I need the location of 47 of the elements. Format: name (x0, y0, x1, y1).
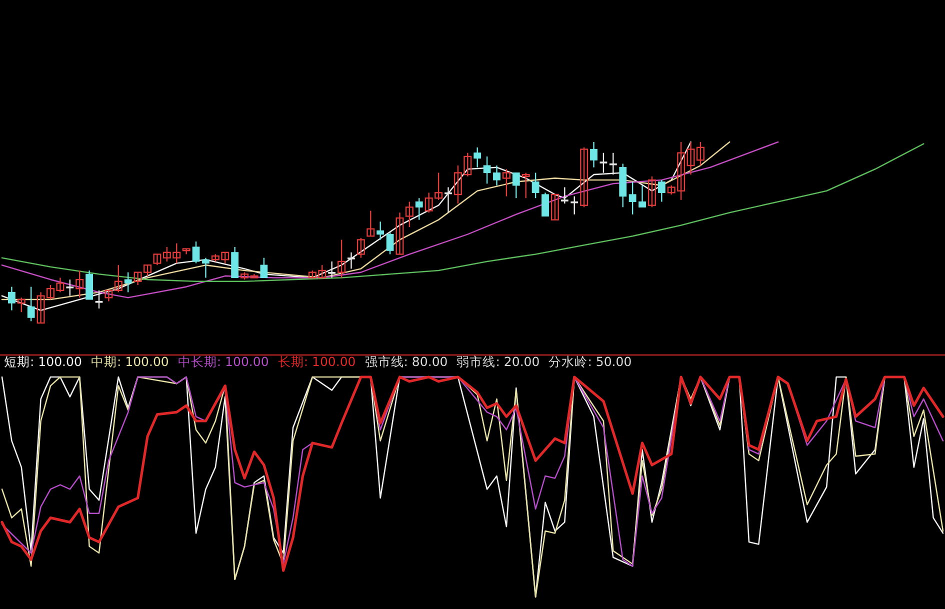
candlestick (483, 156, 491, 184)
candlestick (366, 210, 375, 237)
candlestick (348, 252, 355, 270)
candlestick (396, 212, 404, 255)
candlestick (66, 278, 74, 296)
candlestick (580, 146, 588, 208)
candlestick (376, 221, 384, 240)
candlestick (570, 196, 578, 215)
candlestick (648, 176, 656, 208)
candlestick (405, 201, 414, 228)
candlestick (522, 172, 530, 199)
candlestick (474, 146, 482, 168)
text: 强市线: 80.00 (364, 354, 448, 369)
candlestick (590, 141, 598, 168)
candlestick (8, 286, 16, 311)
candlestick (502, 168, 510, 197)
candlestick (386, 232, 394, 255)
candlestick (512, 172, 520, 199)
candlestick (628, 181, 636, 215)
series-label: 短期: 100.00 (4, 354, 82, 369)
candlestick (202, 257, 210, 278)
candlestick (124, 272, 132, 293)
candlestick (260, 257, 268, 278)
candlestick (600, 152, 608, 174)
candlestick (17, 297, 26, 313)
candlestick (560, 186, 568, 204)
candlestick (104, 290, 113, 302)
candlestick (658, 179, 666, 202)
candlestick (542, 192, 549, 217)
series-label: 长期: 100.00 (278, 354, 356, 369)
candlestick (415, 198, 423, 220)
candlestick (550, 194, 559, 220)
candlestick (27, 286, 35, 322)
candlestick (338, 239, 346, 278)
candlestick (328, 260, 336, 278)
candlestick (192, 240, 200, 264)
candlestick (356, 237, 365, 258)
candlestick (638, 184, 646, 208)
series-label: 中期: 100.00 (90, 354, 169, 369)
candlestick (76, 270, 84, 298)
text: 弱市线: 20.00 (456, 354, 540, 369)
text: 分水岭: 50.00 (548, 354, 632, 369)
candlestick (114, 264, 122, 293)
candlestick (493, 164, 500, 186)
series-label: 中长期: 100.00 (178, 354, 269, 369)
candlestick (153, 254, 162, 266)
candlestick (532, 172, 540, 199)
